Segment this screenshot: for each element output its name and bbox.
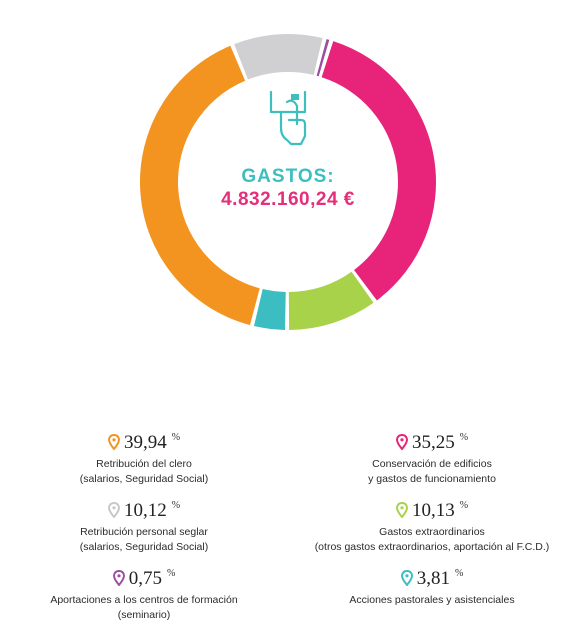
legend-percent: 10,12	[123, 500, 167, 521]
legend-item-gastos-extraordinarios: 10,13% Gastos extraordinarios (otros gas…	[288, 500, 576, 554]
location-pin-icon	[395, 434, 408, 450]
legend-item-retribucion-seglar: 10,12% Retribución personal seglar (sala…	[0, 500, 288, 554]
center-total: 4.832.160,24 €	[221, 189, 355, 210]
legend-label-line1: Conservación de edificios	[372, 458, 492, 470]
legend-item-conservacion: 35,25% Conservación de edificios y gasto…	[288, 432, 576, 486]
legend-item-acciones-pastorales: 3,81% Acciones pastorales y asistenciale…	[288, 568, 576, 607]
legend-label-line2: (salarios, Seguridad Social)	[79, 473, 209, 485]
percent-sign: %	[454, 568, 464, 579]
center-title: GASTOS:	[241, 166, 335, 187]
legend-label-line2: (seminario)	[117, 609, 171, 621]
legend-percent: 0,75	[128, 568, 162, 589]
legend-label-line2: y gastos de funcionamiento	[368, 473, 496, 485]
hand-coin-icon	[269, 90, 307, 146]
legend-percent: 3,81	[416, 568, 450, 589]
donut-slice-5	[316, 39, 330, 77]
percent-sign: %	[171, 500, 181, 511]
donut-slice-3	[140, 45, 260, 326]
legend-label-line1: Retribución del clero	[96, 458, 192, 470]
legend-label-line2: (salarios, Seguridad Social)	[79, 541, 209, 553]
legend-label-line2: (otros gastos extraordinarios, aportació…	[314, 541, 550, 553]
donut-slice-1	[288, 271, 374, 330]
donut-slice-0	[321, 41, 437, 301]
legend-label-line1: Acciones pastorales y asistenciales	[349, 594, 515, 606]
percent-sign: %	[459, 500, 469, 511]
donut-slice-2	[253, 289, 286, 330]
legend-item-aportaciones-seminario: 0,75% Aportaciones a los centros de form…	[0, 568, 288, 622]
legend-label-line1: Retribución personal seglar	[80, 526, 208, 538]
legend-percent: 10,13	[411, 500, 455, 521]
location-pin-icon	[107, 434, 120, 450]
legend-label-line1: Aportaciones a los centros de formación	[50, 594, 238, 606]
percent-sign: %	[459, 432, 469, 443]
donut-svg	[140, 34, 437, 330]
legend-label-line1: Gastos extraordinarios	[379, 526, 485, 538]
location-pin-icon	[107, 502, 120, 518]
legend-percent: 35,25	[411, 432, 455, 453]
donut-chart: GASTOS: 4.832.160,24 €	[140, 34, 437, 330]
location-pin-icon	[400, 570, 413, 586]
location-pin-icon	[112, 570, 125, 586]
percent-sign: %	[166, 568, 176, 579]
percent-sign: %	[171, 432, 181, 443]
legend-item-retribucion-clero: 39,94% Retribución del clero (salarios, …	[0, 432, 288, 486]
legend-percent: 39,94	[123, 432, 167, 453]
donut-slice-4	[234, 34, 323, 80]
location-pin-icon	[395, 502, 408, 518]
